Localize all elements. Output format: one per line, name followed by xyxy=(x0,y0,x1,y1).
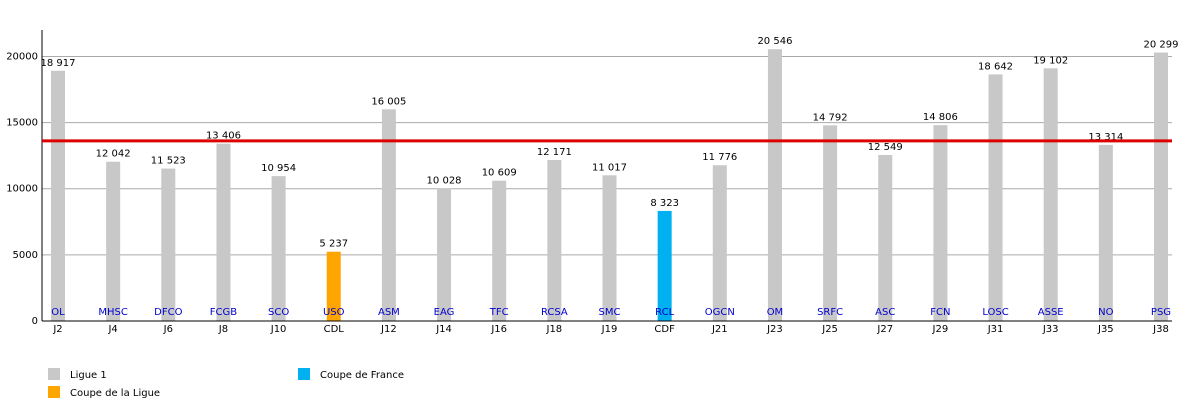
value-label: 12 042 xyxy=(96,149,131,160)
value-label: 13 406 xyxy=(206,131,241,142)
x-tick-label: J27 xyxy=(876,324,893,335)
x-tick-label: J19 xyxy=(601,324,618,335)
opponent-label: OGCN xyxy=(705,307,735,318)
bar xyxy=(712,165,727,321)
legend-label: Ligue 1 xyxy=(70,370,107,381)
opponent-label: OM xyxy=(767,307,784,318)
bar xyxy=(161,168,176,321)
bar xyxy=(381,109,396,321)
value-label: 8 323 xyxy=(650,198,679,209)
y-tick-label: 20000 xyxy=(6,51,38,62)
bar xyxy=(437,188,452,321)
value-label: 18 642 xyxy=(978,61,1013,72)
bar xyxy=(767,49,782,322)
bar xyxy=(878,155,893,321)
legend-label: Coupe de France xyxy=(320,370,404,381)
value-label: 18 917 xyxy=(41,58,76,69)
x-tick-label: J25 xyxy=(821,324,838,335)
opponent-label: TFC xyxy=(489,307,509,318)
value-label: 11 776 xyxy=(702,152,737,163)
value-label: 11 523 xyxy=(151,156,186,167)
x-tick-label: J29 xyxy=(932,324,949,335)
bar xyxy=(1043,68,1058,321)
x-tick-label: J35 xyxy=(1097,324,1114,335)
value-label: 19 102 xyxy=(1033,55,1068,66)
x-tick-label: J2 xyxy=(52,324,62,335)
x-tick-label: CDL xyxy=(324,324,345,335)
opponent-label: RCSA xyxy=(541,307,568,318)
value-label: 13 314 xyxy=(1088,132,1123,143)
opponent-label: SCO xyxy=(268,307,289,318)
value-label: 20 299 xyxy=(1144,39,1179,50)
x-tick-label: J33 xyxy=(1042,324,1059,335)
bar xyxy=(492,180,507,321)
value-label: 20 546 xyxy=(757,36,792,47)
bar xyxy=(1098,144,1113,321)
x-tick-label: J18 xyxy=(546,324,563,335)
opponent-label: ASC xyxy=(875,307,895,318)
value-label: 10 609 xyxy=(482,168,517,179)
bar xyxy=(547,160,562,321)
bar xyxy=(1154,52,1168,321)
bar xyxy=(271,176,286,321)
value-label: 11 017 xyxy=(592,162,627,173)
bar xyxy=(326,251,341,321)
value-label: 12 171 xyxy=(537,147,572,158)
bar xyxy=(602,175,617,321)
opponent-label: DFCO xyxy=(154,307,182,318)
x-tick-label: J21 xyxy=(711,324,728,335)
bar xyxy=(106,161,121,321)
opponent-label: NO xyxy=(1098,307,1113,318)
x-tick-label: J8 xyxy=(218,324,228,335)
opponent-label: OL xyxy=(51,307,65,318)
bar xyxy=(823,125,838,321)
x-tick-label: J23 xyxy=(766,324,783,335)
x-tick-label: J4 xyxy=(107,324,117,335)
bar xyxy=(51,70,65,321)
bar xyxy=(216,143,231,321)
value-label: 10 028 xyxy=(427,175,462,186)
opponent-label: LOSC xyxy=(982,307,1008,318)
opponent-label: RCL xyxy=(655,307,674,318)
legend-label: Coupe de la Ligue xyxy=(70,388,160,399)
y-tick-label: 10000 xyxy=(6,184,38,195)
opponent-label: ASM xyxy=(378,307,400,318)
x-tick-label: J14 xyxy=(435,324,452,335)
x-tick-label: CDF xyxy=(654,324,675,335)
value-label: 14 792 xyxy=(813,112,848,123)
bar xyxy=(657,210,672,321)
bar xyxy=(988,74,1003,322)
opponent-label: FCN xyxy=(930,307,950,318)
x-tick-label: J12 xyxy=(380,324,397,335)
value-label: 12 549 xyxy=(868,142,903,153)
opponent-label: SRFC xyxy=(817,307,843,318)
value-label: 5 237 xyxy=(319,239,348,250)
legend-swatch xyxy=(298,368,310,380)
opponent-label: MHSC xyxy=(98,307,127,318)
opponent-label: EAG xyxy=(434,307,455,318)
x-tick-label: J6 xyxy=(163,324,173,335)
x-tick-label: J16 xyxy=(490,324,507,335)
y-tick-label: 5000 xyxy=(13,250,38,261)
legend-swatch xyxy=(48,368,60,380)
legend-swatch xyxy=(48,386,60,398)
x-tick-label: J31 xyxy=(987,324,1004,335)
value-label: 10 954 xyxy=(261,163,296,174)
value-label: 14 806 xyxy=(923,112,958,123)
x-tick-label: J38 xyxy=(1152,324,1169,335)
y-tick-label: 15000 xyxy=(6,118,38,129)
y-tick-label: 0 xyxy=(32,316,38,327)
opponent-label: PSG xyxy=(1151,307,1171,318)
bar xyxy=(933,125,948,321)
value-label: 16 005 xyxy=(371,96,406,107)
opponent-label: ASSE xyxy=(1038,307,1064,318)
opponent-label: USO xyxy=(323,307,345,318)
opponent-label: FCGB xyxy=(210,307,237,318)
x-tick-label: J10 xyxy=(270,324,287,335)
opponent-label: SMC xyxy=(599,307,621,318)
